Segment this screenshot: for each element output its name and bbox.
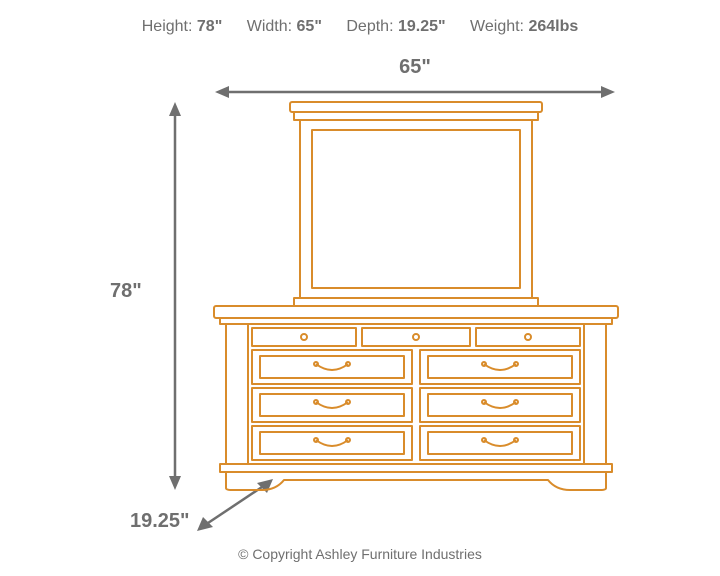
spec-depth-value: 19.25"	[398, 18, 446, 35]
spec-width-label: Width:	[247, 18, 292, 35]
spec-height-value: 78"	[197, 18, 222, 35]
spec-weight-label: Weight:	[470, 18, 524, 35]
width-dimension-label: 65"	[215, 56, 615, 79]
spec-row: Height: 78" Width: 65" Depth: 19.25" Wei…	[0, 18, 720, 36]
spec-depth: Depth: 19.25"	[346, 18, 450, 35]
spec-width: Width: 65"	[247, 18, 327, 35]
copyright-text: © Copyright Ashley Furniture Industries	[0, 546, 720, 562]
diagram-container: Height: 78" Width: 65" Depth: 19.25" Wei…	[0, 0, 720, 576]
dresser-mirror-illustration	[212, 100, 620, 492]
height-dimension-label: 78"	[110, 280, 142, 303]
spec-depth-label: Depth:	[346, 18, 393, 35]
width-value: 65"	[399, 56, 431, 78]
spec-width-value: 65"	[297, 18, 322, 35]
height-arrow-icon	[165, 102, 185, 490]
width-arrow-icon	[215, 82, 615, 102]
spec-height: Height: 78"	[142, 18, 227, 35]
depth-value: 19.25"	[130, 510, 190, 532]
depth-dimension-label: 19.25"	[130, 510, 190, 533]
spec-height-label: Height:	[142, 18, 193, 35]
height-value: 78"	[110, 280, 142, 302]
spec-weight: Weight: 264lbs	[470, 18, 578, 35]
spec-weight-value: 264lbs	[528, 18, 578, 35]
